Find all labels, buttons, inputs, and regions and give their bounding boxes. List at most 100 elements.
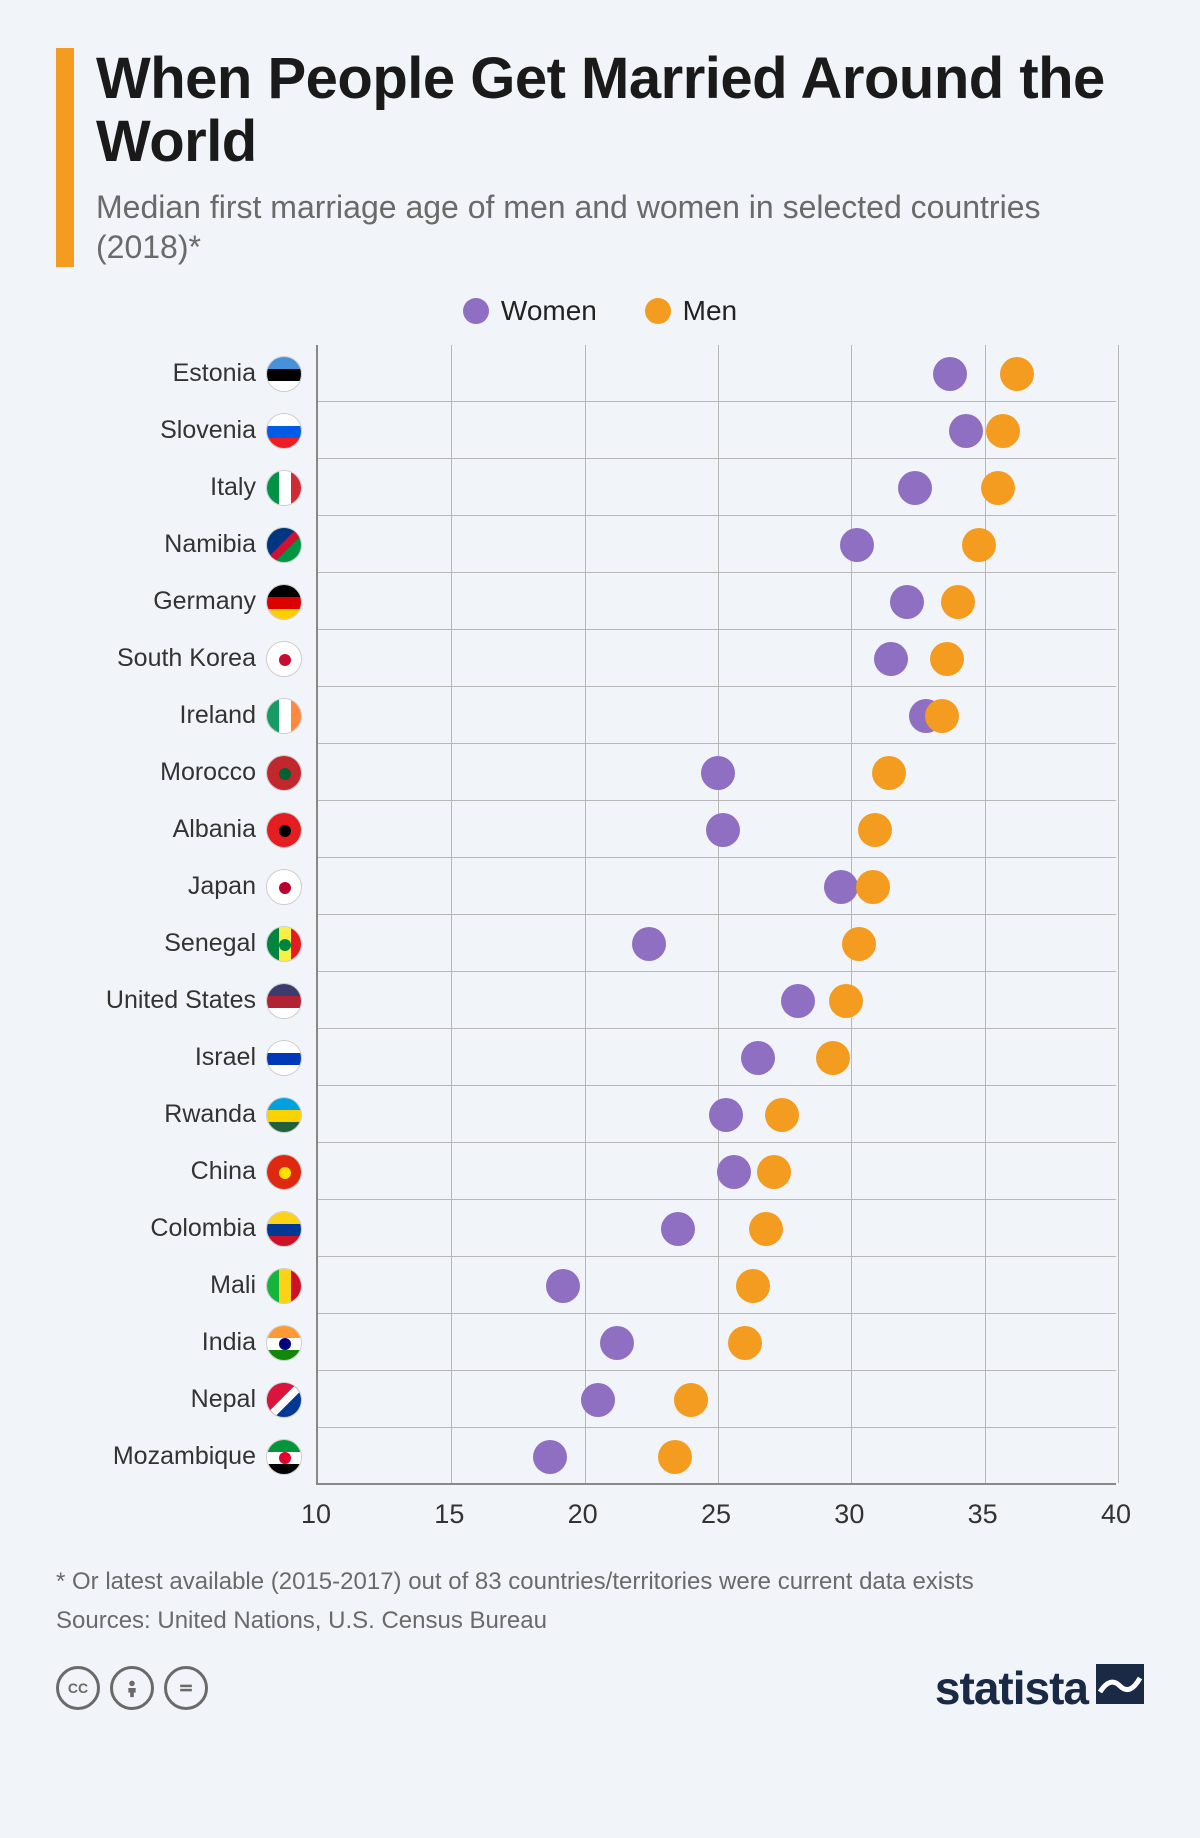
x-tick: 20 [568, 1499, 598, 1530]
women-dot [600, 1326, 634, 1360]
x-tick: 35 [968, 1499, 998, 1530]
legend-label-men: Men [683, 295, 737, 327]
legend-women: Women [463, 295, 597, 327]
women-dot [824, 870, 858, 904]
men-dot [757, 1155, 791, 1189]
dot-plot-chart: 10 15 20 25 30 35 40 Estonia Slovenia Italy Namibi… [56, 345, 1144, 1545]
legend-label-women: Women [501, 295, 597, 327]
women-dot [709, 1098, 743, 1132]
women-dot [706, 813, 740, 847]
flag-icon [266, 1154, 302, 1190]
sources: Sources: United Nations, U.S. Census Bur… [56, 1607, 1144, 1635]
men-dot [858, 813, 892, 847]
x-tick: 10 [301, 1499, 331, 1530]
men-dot [728, 1326, 762, 1360]
flag-icon [266, 641, 302, 677]
women-dot [781, 984, 815, 1018]
cc-license-icons: CC [56, 1666, 208, 1710]
chart-title: When People Get Married Around the World [96, 48, 1144, 173]
men-dot [842, 927, 876, 961]
women-dot [874, 642, 908, 676]
country-label: Albania [56, 810, 302, 850]
women-dot [741, 1041, 775, 1075]
footer: CC statista [56, 1661, 1144, 1715]
men-dot [925, 699, 959, 733]
men-dot [941, 585, 975, 619]
brand: statista [935, 1661, 1144, 1715]
men-dot [829, 984, 863, 1018]
flag-icon [266, 356, 302, 392]
country-label: Italy [56, 468, 302, 508]
men-dot [658, 1440, 692, 1474]
cc-icon: CC [56, 1666, 100, 1710]
men-dot [1000, 357, 1034, 391]
women-dot [546, 1269, 580, 1303]
flag-icon [266, 983, 302, 1019]
men-dot [674, 1383, 708, 1417]
men-dot [856, 870, 890, 904]
men-dot [736, 1269, 770, 1303]
men-dot [872, 756, 906, 790]
flag-icon [266, 470, 302, 506]
chart-subtitle: Median first marriage age of men and wom… [96, 187, 1144, 267]
flag-icon [266, 1439, 302, 1475]
country-label: Nepal [56, 1380, 302, 1420]
women-dot [898, 471, 932, 505]
country-label: Namibia [56, 525, 302, 565]
x-tick: 15 [434, 1499, 464, 1530]
legend: Women Men [56, 295, 1144, 331]
header: When People Get Married Around the World… [56, 48, 1144, 267]
women-dot [717, 1155, 751, 1189]
flag-icon [266, 1040, 302, 1076]
country-label: Israel [56, 1038, 302, 1078]
flag-icon [266, 1382, 302, 1418]
svg-text:CC: CC [68, 1680, 88, 1696]
x-tick: 25 [701, 1499, 731, 1530]
brand-wave-icon [1096, 1664, 1144, 1704]
country-label: India [56, 1323, 302, 1363]
country-label: United States [56, 981, 302, 1021]
legend-dot-women [463, 298, 489, 324]
country-label: Ireland [56, 696, 302, 736]
country-label: Estonia [56, 354, 302, 394]
accent-bar [56, 48, 74, 267]
men-dot [749, 1212, 783, 1246]
by-icon [110, 1666, 154, 1710]
women-dot [533, 1440, 567, 1474]
men-dot [986, 414, 1020, 448]
men-dot [962, 528, 996, 562]
flag-icon [266, 755, 302, 791]
x-tick: 30 [834, 1499, 864, 1530]
flag-icon [266, 698, 302, 734]
women-dot [890, 585, 924, 619]
flag-icon [266, 527, 302, 563]
women-dot [632, 927, 666, 961]
women-dot [581, 1383, 615, 1417]
women-dot [701, 756, 735, 790]
women-dot [661, 1212, 695, 1246]
country-label: South Korea [56, 639, 302, 679]
country-label: Mozambique [56, 1437, 302, 1477]
x-tick: 40 [1101, 1499, 1131, 1530]
men-dot [765, 1098, 799, 1132]
country-label: Rwanda [56, 1095, 302, 1135]
flag-icon [266, 926, 302, 962]
flag-icon [266, 584, 302, 620]
country-label: Slovenia [56, 411, 302, 451]
men-dot [981, 471, 1015, 505]
country-label: Morocco [56, 753, 302, 793]
women-dot [949, 414, 983, 448]
women-dot [933, 357, 967, 391]
flag-icon [266, 1211, 302, 1247]
legend-men: Men [645, 295, 737, 327]
country-label: Japan [56, 867, 302, 907]
flag-icon [266, 1268, 302, 1304]
nd-icon [164, 1666, 208, 1710]
country-label: Colombia [56, 1209, 302, 1249]
country-label: Senegal [56, 924, 302, 964]
men-dot [816, 1041, 850, 1075]
flag-icon [266, 812, 302, 848]
flag-icon [266, 1325, 302, 1361]
brand-text: statista [935, 1661, 1088, 1715]
flag-icon [266, 1097, 302, 1133]
